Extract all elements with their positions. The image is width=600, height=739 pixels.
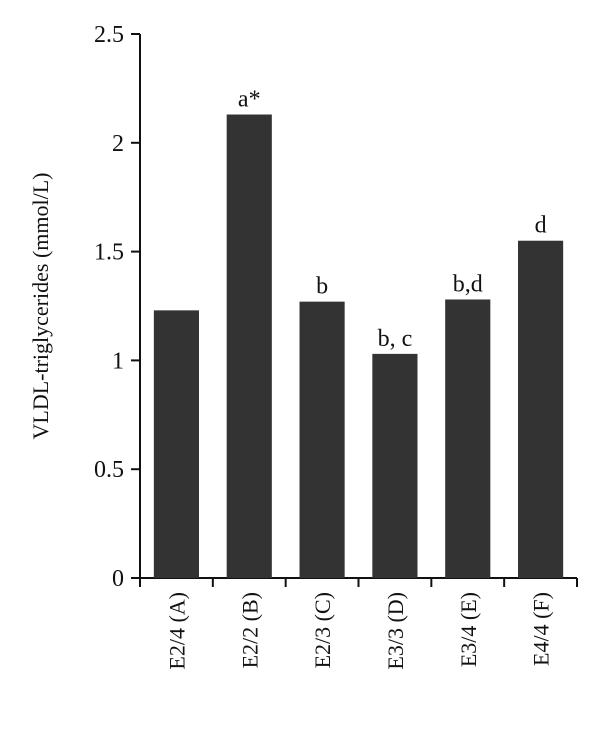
bar-annotation: b, c [378, 326, 413, 352]
bar [299, 301, 345, 578]
bar-annotation: b [316, 274, 328, 300]
y-axis-label: VLDL-triglycerides (mmol/L) [28, 173, 53, 440]
bar-annotation: b,d [453, 271, 483, 297]
y-tick-label: 0 [112, 566, 124, 592]
x-tick-label: E3/3 (D) [383, 592, 408, 670]
y-tick-label: 1.5 [94, 240, 124, 266]
y-tick-label: 2.5 [94, 22, 124, 48]
y-tick-label: 1 [112, 348, 124, 374]
bar [518, 240, 564, 578]
bar [445, 299, 491, 578]
bar [226, 114, 272, 579]
bar-annotation: a* [238, 87, 261, 113]
x-tick-label: E2/3 (C) [310, 592, 335, 668]
bar [153, 310, 199, 578]
y-tick-label: 0.5 [94, 457, 124, 483]
x-tick-label: E2/2 (B) [237, 592, 262, 668]
bar-annotation: d [535, 213, 547, 239]
bar [372, 353, 418, 578]
y-tick-label: 2 [112, 131, 124, 157]
x-tick-label: E2/4 (A) [164, 592, 189, 670]
x-tick-label: E3/4 (E) [456, 592, 481, 667]
x-tick-label: E4/4 (F) [529, 592, 554, 666]
